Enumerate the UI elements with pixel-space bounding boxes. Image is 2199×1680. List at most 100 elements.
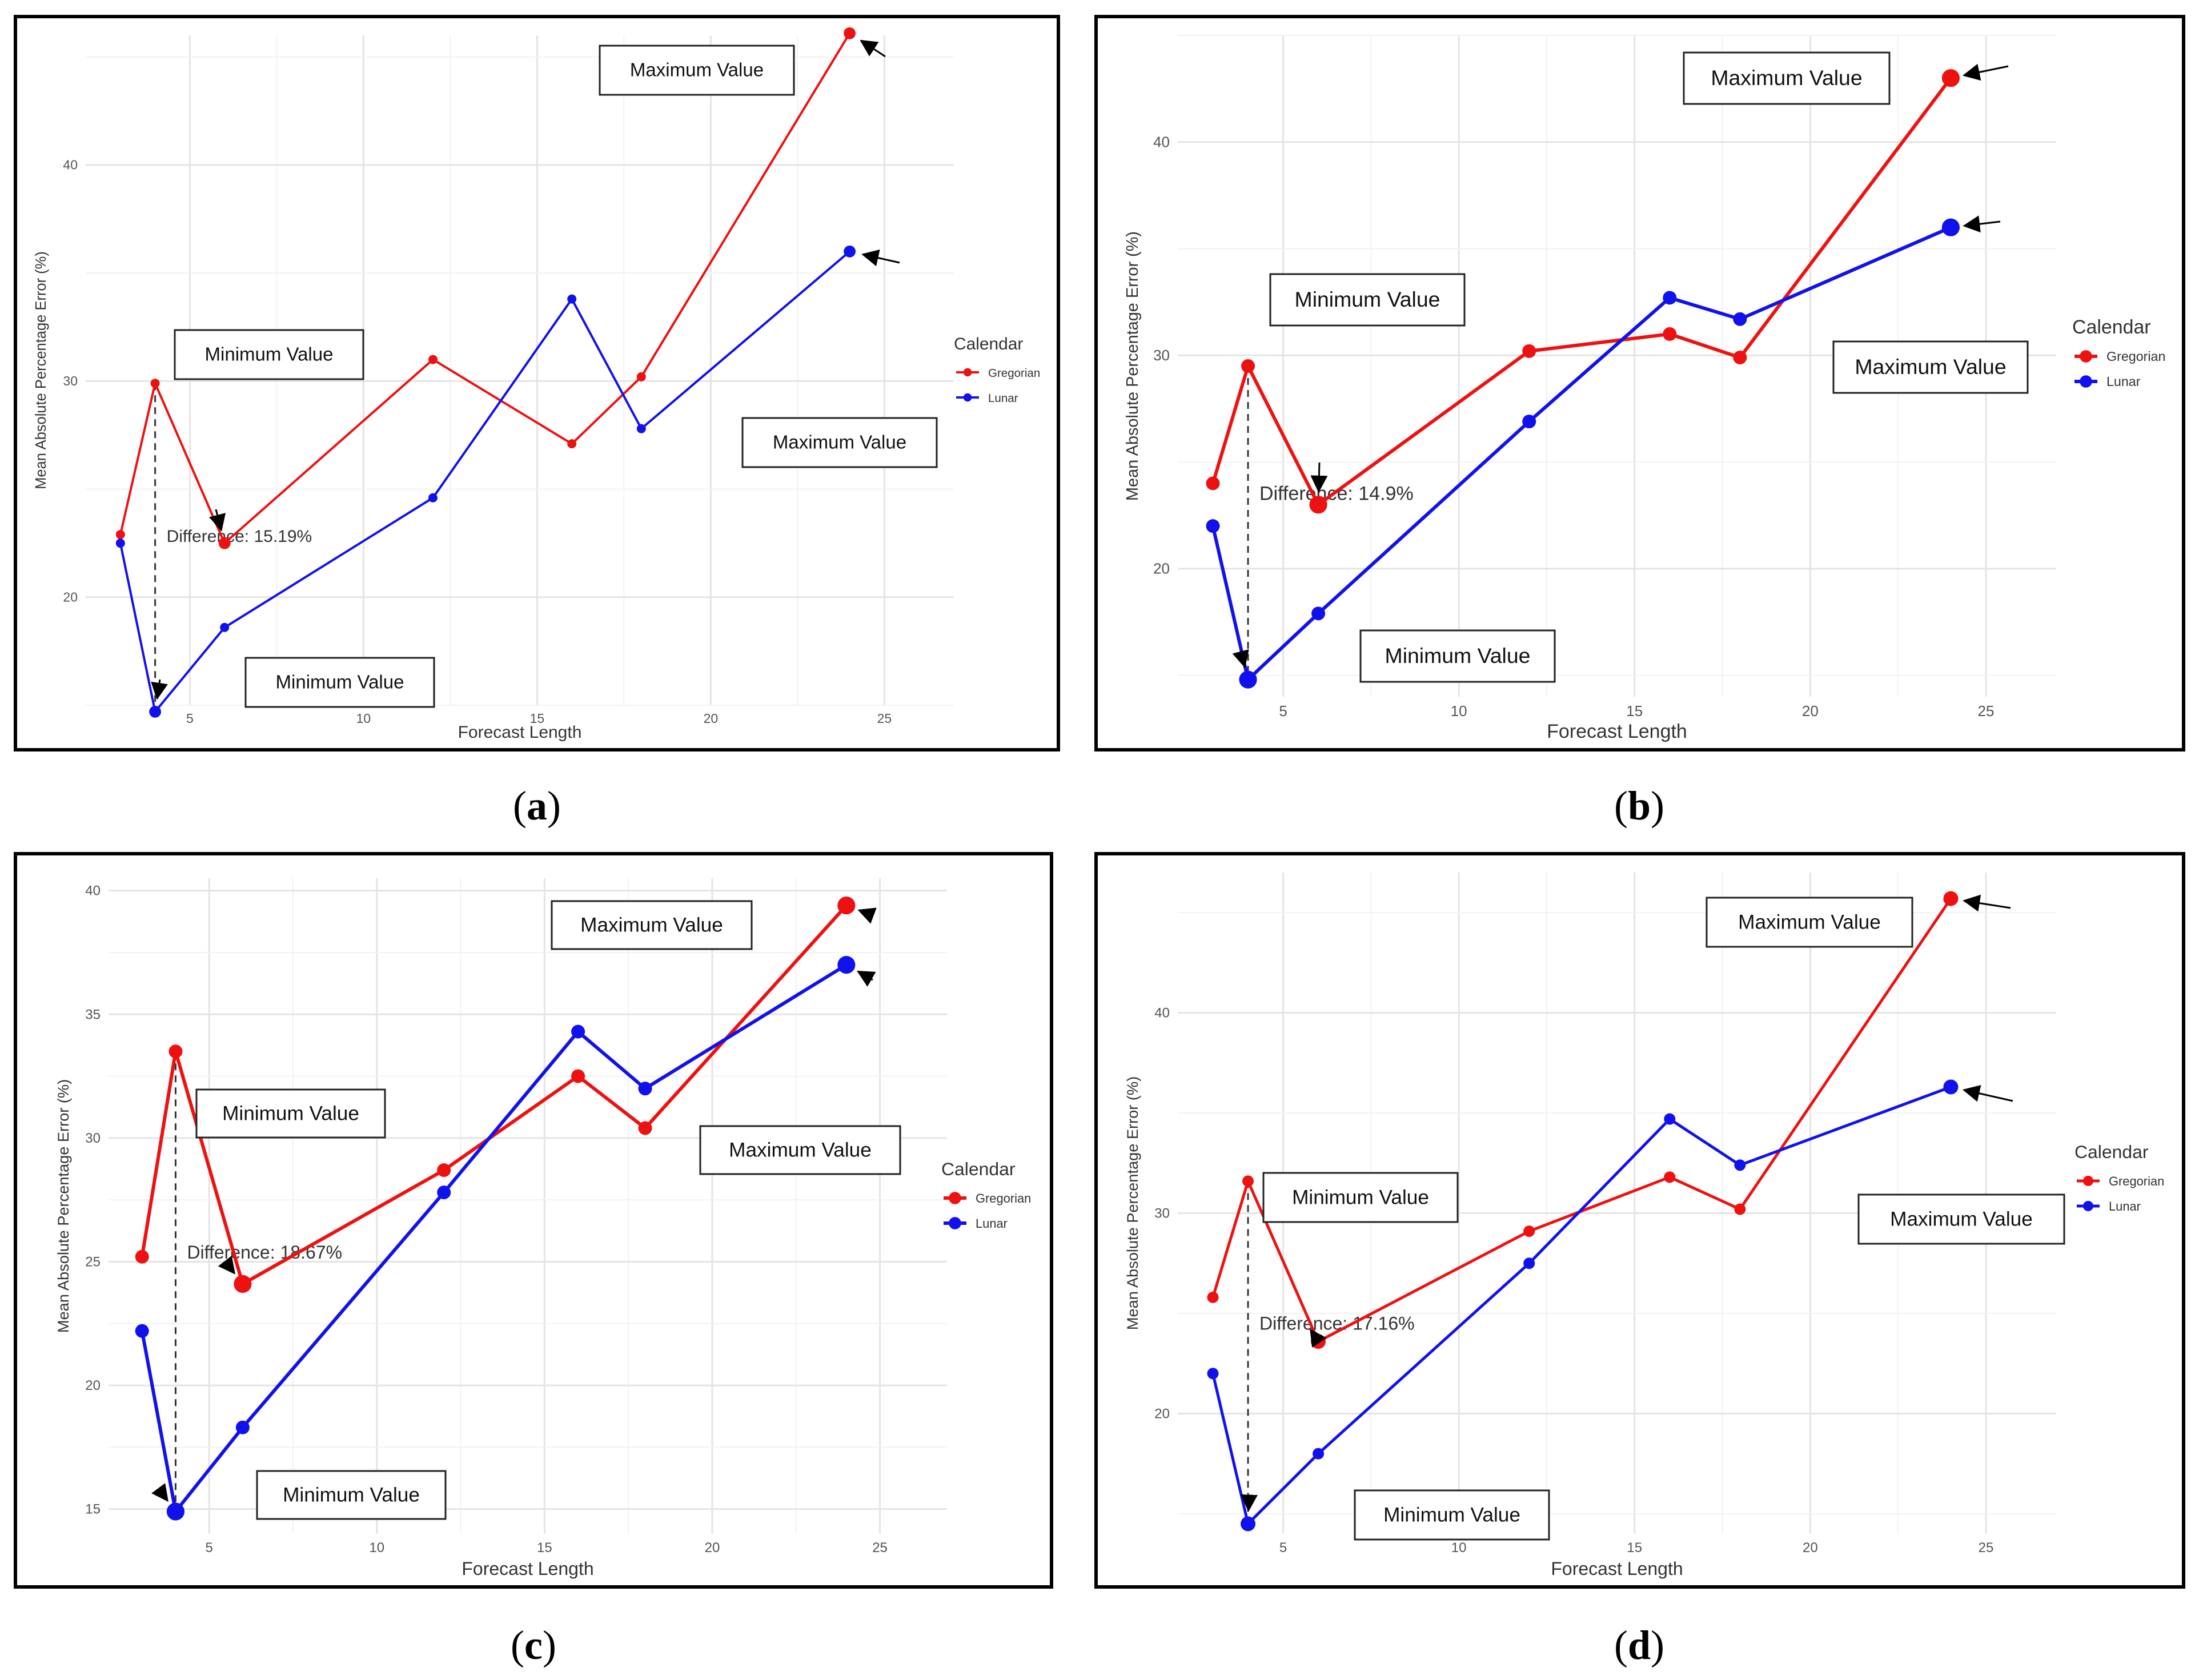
lunar-data-point [135,1324,149,1338]
annotation-arrow [1962,1085,2013,1102]
lunar-data-point [1733,312,1747,326]
x-tick-label: 25 [872,1540,888,1556]
legend-label-gregorian: Gregorian [976,1191,1031,1205]
x-axis-title: Forecast Length [462,1558,593,1579]
annotation-label: Minimum Value [1292,1186,1429,1208]
annotation-box [1706,897,1913,948]
chart-svg: 5 10 15 20 25 20 30 40 Forecast Length Mean Absol… [1123,35,2165,742]
legend-swatch-dot [2083,1176,2093,1186]
gregorian-data-point [1206,476,1220,491]
caption-d-letter: d [1627,1622,1651,1668]
annotation-label: Minimum Value [1295,287,1440,311]
lunar-data-point [571,1024,585,1039]
difference-label: Difference: 18.67% [187,1242,342,1263]
y-tick-label: 40 [63,158,78,172]
lunar-data-point [220,622,230,632]
annotation-label: Maximum Value [580,914,723,936]
lunar-data-point [235,1420,250,1434]
x-axis-title: Forecast Length [1547,721,1687,742]
caption-a: (a) [513,783,561,829]
gregorian-data-point [567,439,577,449]
annotation-label: Minimum Value [205,344,334,365]
y-tick-label: 25 [85,1254,101,1269]
x-tick-label: 15 [1626,702,1643,720]
x-tick-label: 5 [205,1540,212,1556]
annotation-label: Minimum Value [276,672,404,693]
legend-title: Calendar [2072,316,2151,338]
lunar-data-point [837,956,856,974]
legend-swatch-dot [2080,375,2092,388]
lunar-data-point [1239,670,1257,689]
gregorian-data-point [1311,1334,1326,1349]
x-axis-title: Forecast Length [1551,1558,1683,1579]
gregorian-data-point [1241,359,1255,373]
annotation-box [551,900,753,950]
caption-b-letter: b [1627,783,1651,829]
lunar-data-point [567,294,577,304]
lunar-data-point [149,705,161,718]
x-tick-label: 20 [704,711,719,726]
y-tick-label: 40 [1154,1006,1170,1021]
y-tick-label: 30 [63,373,78,388]
x-tick-label: 20 [1803,1540,1818,1556]
gregorian-data-point [1941,69,1960,87]
annotation-box [256,1470,447,1520]
y-tick-label: 20 [85,1378,101,1393]
annotation-box [1262,1172,1459,1223]
lunar-series-line [119,250,850,714]
lunar-data-point [1207,1368,1219,1380]
lunar-data-point [638,1082,652,1096]
gregorian-data-point [234,1275,252,1293]
y-tick-label: 40 [85,883,101,899]
legend-label-gregorian: Gregorian [2106,349,2165,364]
annotation-arrow [857,971,876,987]
annotation-label: Minimum Value [1383,1504,1520,1526]
annotation-arrow [861,249,900,267]
lunar-data-point [1241,1516,1256,1532]
x-tick-label: 25 [1979,1540,1994,1556]
gregorian-data-point [1734,1203,1746,1215]
y-tick-label: 30 [1154,1206,1170,1221]
legend-label-lunar: Lunar [2106,374,2141,389]
lunar-data-point [1663,291,1677,305]
caption-c: (c) [511,1622,556,1668]
chart-svg: 5 10 15 20 25 15 20 25 30 35 40 Forecast Length Mean… [54,878,1031,1579]
lunar-data-point [437,1185,451,1200]
annotation-arrow [1963,215,2001,233]
annotation-arrow [860,39,886,58]
annotation-label: Maximum Value [630,59,764,81]
gregorian-data-point [636,372,646,381]
annotation-arrow [218,1255,236,1275]
y-tick-label: 20 [63,589,78,604]
gregorian-series-line [119,33,851,545]
annotation-box [1857,1193,2065,1245]
lunar-data-point [1734,1159,1746,1171]
y-tick-label: 35 [85,1007,101,1022]
y-tick-label: 40 [1153,133,1170,150]
annotation-label: Minimum Value [1385,644,1531,668]
y-axis-title: Mean Absolute Percentage Error (%) [1123,1076,1141,1330]
legend-swatch-dot [2080,350,2092,363]
chart-panel-c: 5 10 15 20 25 15 20 25 30 35 40 Forecast Length Mean… [14,852,1053,1589]
x-tick-label: 25 [1977,702,1994,720]
annotation-arrow [208,509,226,532]
lunar-data-point [844,245,856,258]
legend-label-lunar: Lunar [976,1216,1008,1231]
x-tick-label: 15 [537,1540,552,1556]
gregorian-data-point [571,1069,585,1083]
y-tick-label: 20 [1153,560,1170,577]
annotation-label: Maximum Value [1711,66,1862,90]
y-tick-label: 30 [85,1131,101,1146]
annotation-box [195,1088,386,1139]
gregorian-data-point [437,1163,451,1177]
annotation-box [1359,629,1556,683]
chart-svg: 5 10 15 20 25 20 30 40 Forecast Length Mean Absol… [33,27,1040,742]
annotation-arrow [151,679,168,700]
annotation-label: Minimum Value [283,1484,420,1506]
x-tick-label: 5 [1279,1540,1287,1556]
annotation-box [699,1125,901,1175]
y-axis-title: Mean Absolute Percentage Error (%) [54,1079,72,1333]
legend-swatch-dot [949,1217,961,1229]
gregorian-data-point [1523,1225,1535,1237]
gregorian-data-point [428,355,438,364]
